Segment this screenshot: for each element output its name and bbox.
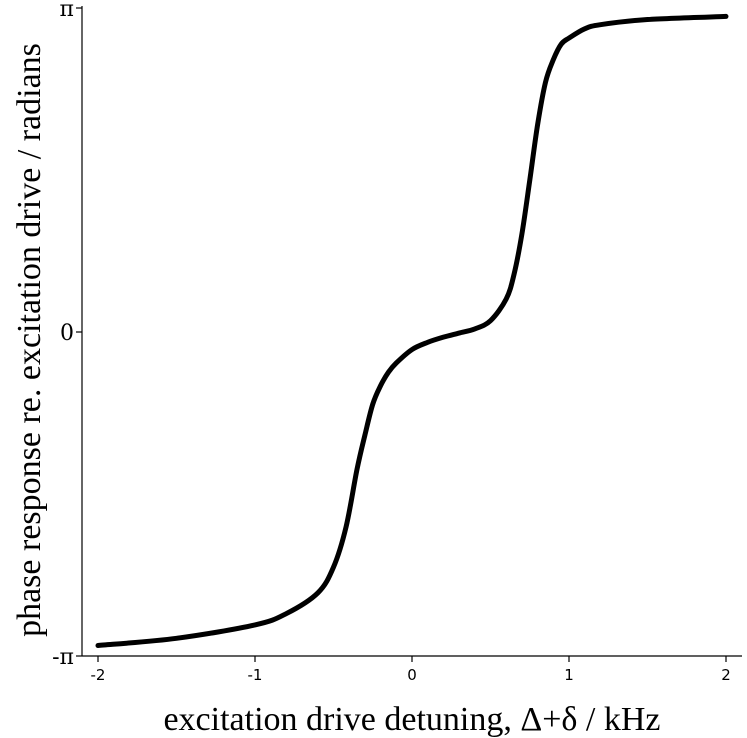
y-axis-title: phase response re. excitation drive / ra… — [11, 43, 48, 637]
x-tick-label: -2 — [91, 666, 106, 684]
x-tick-label: -1 — [248, 666, 263, 684]
x-tick-label: 0 — [407, 666, 417, 684]
x-tick-label: 2 — [721, 666, 731, 684]
y-ticks: -π 0 π — [52, 0, 82, 670]
phase-response-line — [95, 13, 729, 649]
axes — [81, 6, 742, 657]
y-tick-label: π — [60, 0, 74, 22]
x-ticks: -2 -1 0 1 2 — [91, 656, 731, 684]
x-tick-label: 1 — [564, 666, 574, 684]
x-axis-title: excitation drive detuning, Δ+δ / kHz — [163, 701, 660, 738]
y-tick-label: 0 — [60, 321, 74, 346]
series-layer — [95, 13, 729, 649]
y-tick-label: -π — [52, 645, 74, 670]
